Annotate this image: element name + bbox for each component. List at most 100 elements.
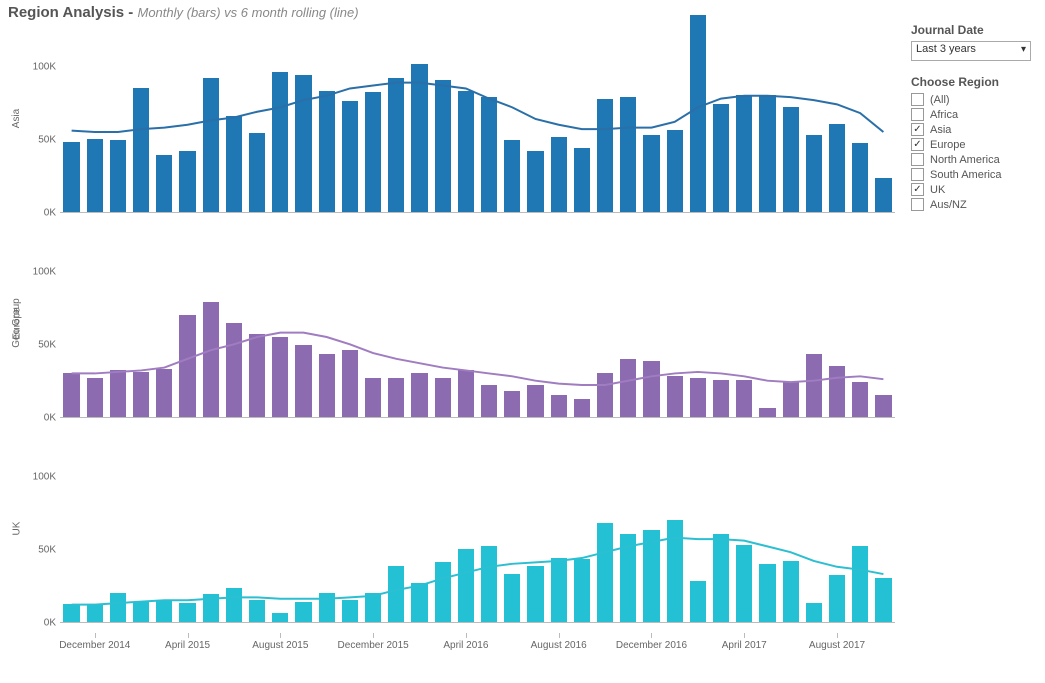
bar[interactable] — [620, 534, 636, 622]
bar[interactable] — [643, 135, 659, 212]
bar[interactable] — [458, 91, 474, 212]
region-option-uk[interactable]: UK — [911, 183, 1029, 196]
bar[interactable] — [249, 334, 265, 417]
bar[interactable] — [667, 130, 683, 212]
bar[interactable] — [597, 99, 613, 212]
bar[interactable] — [829, 366, 845, 417]
bar[interactable] — [806, 354, 822, 417]
bar[interactable] — [667, 376, 683, 417]
region-option-north-america[interactable]: North America — [911, 153, 1029, 166]
bar[interactable] — [411, 583, 427, 622]
bar[interactable] — [620, 359, 636, 417]
bar[interactable] — [179, 315, 195, 417]
bar[interactable] — [272, 613, 288, 622]
bar[interactable] — [226, 588, 242, 622]
bar[interactable] — [736, 380, 752, 417]
bar[interactable] — [504, 140, 520, 212]
bar[interactable] — [156, 369, 172, 417]
bar[interactable] — [875, 395, 891, 417]
bar[interactable] — [133, 372, 149, 417]
bar[interactable] — [249, 133, 265, 212]
bar[interactable] — [87, 604, 103, 622]
bar[interactable] — [388, 566, 404, 622]
bar[interactable] — [63, 604, 79, 622]
bar[interactable] — [806, 135, 822, 212]
region-checkbox[interactable] — [911, 183, 924, 196]
region-checkbox[interactable] — [911, 198, 924, 211]
bar[interactable] — [736, 545, 752, 622]
bar[interactable] — [481, 97, 497, 212]
bar[interactable] — [690, 378, 706, 417]
bar[interactable] — [63, 373, 79, 417]
bar[interactable] — [504, 574, 520, 622]
bar[interactable] — [110, 140, 126, 212]
bar[interactable] — [342, 600, 358, 622]
bar[interactable] — [458, 549, 474, 622]
bar[interactable] — [388, 378, 404, 417]
bar[interactable] — [597, 523, 613, 622]
bar[interactable] — [551, 558, 567, 622]
bar[interactable] — [133, 88, 149, 212]
bar[interactable] — [527, 151, 543, 212]
bar[interactable] — [156, 155, 172, 212]
region-checkbox[interactable] — [911, 108, 924, 121]
bar[interactable] — [852, 382, 868, 417]
bar[interactable] — [713, 104, 729, 212]
bar[interactable] — [667, 520, 683, 622]
bar[interactable] — [203, 594, 219, 622]
journal-date-select[interactable]: Last 3 years — [911, 41, 1031, 61]
region-checkbox[interactable] — [911, 168, 924, 181]
bar[interactable] — [574, 399, 590, 417]
bar[interactable] — [63, 142, 79, 212]
bar[interactable] — [759, 408, 775, 417]
bar[interactable] — [736, 95, 752, 212]
bar[interactable] — [527, 566, 543, 622]
bar[interactable] — [249, 600, 265, 622]
bar[interactable] — [295, 75, 311, 212]
bar[interactable] — [110, 593, 126, 622]
region-checkbox[interactable] — [911, 138, 924, 151]
bar[interactable] — [133, 602, 149, 622]
bar[interactable] — [226, 116, 242, 212]
bar[interactable] — [411, 373, 427, 417]
bar[interactable] — [411, 64, 427, 212]
bar[interactable] — [551, 137, 567, 212]
bar[interactable] — [203, 78, 219, 212]
region-checkbox[interactable] — [911, 123, 924, 136]
bar[interactable] — [759, 95, 775, 212]
bar[interactable] — [806, 603, 822, 622]
bar[interactable] — [852, 143, 868, 212]
bar[interactable] — [435, 562, 451, 622]
bar[interactable] — [527, 385, 543, 417]
bar[interactable] — [643, 530, 659, 622]
bar[interactable] — [87, 378, 103, 417]
bar[interactable] — [783, 382, 799, 417]
bar[interactable] — [365, 593, 381, 622]
region-option-south-america[interactable]: South America — [911, 168, 1029, 181]
bar[interactable] — [620, 97, 636, 212]
region-option-asia[interactable]: Asia — [911, 123, 1029, 136]
bar[interactable] — [875, 178, 891, 212]
bar[interactable] — [829, 575, 845, 622]
bar[interactable] — [203, 302, 219, 417]
bar[interactable] — [783, 107, 799, 212]
bar[interactable] — [342, 101, 358, 212]
bar[interactable] — [643, 361, 659, 417]
bar[interactable] — [179, 603, 195, 622]
bar[interactable] — [319, 91, 335, 212]
bar[interactable] — [365, 92, 381, 212]
bar[interactable] — [574, 148, 590, 212]
region-checkbox[interactable] — [911, 153, 924, 166]
bar[interactable] — [597, 373, 613, 417]
bar[interactable] — [713, 380, 729, 417]
bar[interactable] — [110, 370, 126, 417]
bar[interactable] — [435, 378, 451, 417]
bar[interactable] — [87, 139, 103, 212]
bar[interactable] — [783, 561, 799, 622]
bar[interactable] — [504, 391, 520, 417]
bar[interactable] — [388, 78, 404, 212]
region-option-africa[interactable]: Africa — [911, 108, 1029, 121]
bar[interactable] — [690, 15, 706, 212]
bar[interactable] — [481, 546, 497, 622]
bar[interactable] — [852, 546, 868, 622]
